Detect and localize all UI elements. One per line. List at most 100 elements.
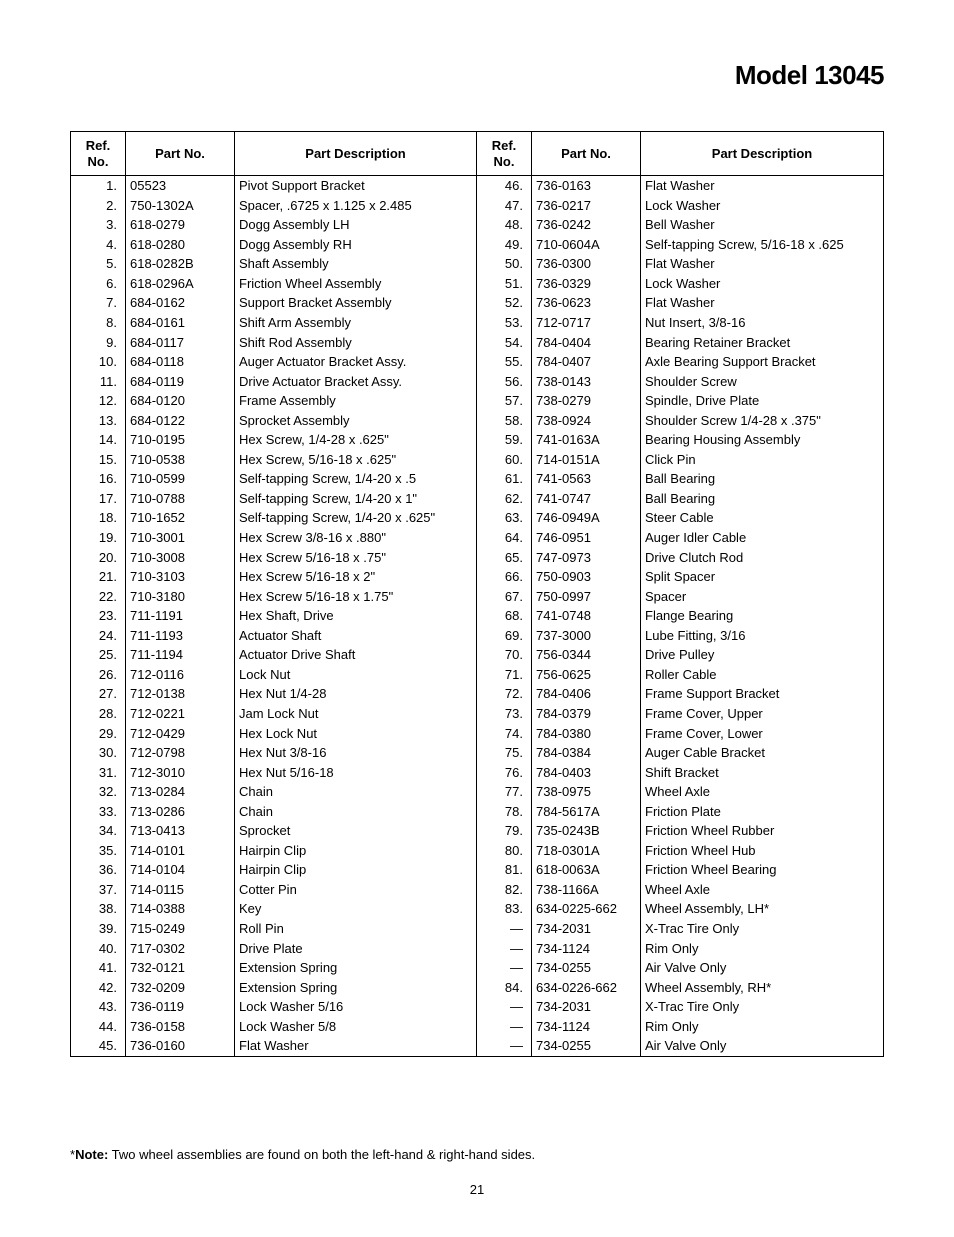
footnote: *Note: Two wheel assemblies are found on… [70, 1147, 884, 1162]
col-desc-header: Part Description [235, 132, 477, 176]
cell-ref: 62. [477, 489, 532, 509]
cell-desc: Shift Bracket [641, 763, 884, 783]
cell-partno: 634-0225-662 [532, 899, 641, 919]
table-row: 46.736-0163Flat Washer [477, 176, 883, 196]
cell-desc: Support Bracket Assembly [235, 293, 477, 313]
cell-partno: 732-0209 [126, 978, 235, 998]
cell-desc: Jam Lock Nut [235, 704, 477, 724]
table-row: 30.712-0798Hex Nut 3/8-16 [71, 743, 477, 763]
cell-partno: 750-1302A [126, 196, 235, 216]
cell-partno: 718-0301A [532, 841, 641, 861]
table-row: 56.738-0143Shoulder Screw [477, 372, 883, 392]
cell-desc: Lock Nut [235, 665, 477, 685]
table-row: 2.750-1302ASpacer, .6725 x 1.125 x 2.485 [71, 196, 477, 216]
cell-partno: 750-0903 [532, 567, 641, 587]
cell-ref: 13. [71, 411, 126, 431]
table-row: 82.738-1166AWheel Axle [477, 880, 883, 900]
cell-desc: Self-tapping Screw, 1/4-20 x .5 [235, 469, 477, 489]
parts-tables: Ref.No. Part No. Part Description 1.0552… [70, 131, 884, 1057]
cell-ref: 20. [71, 548, 126, 568]
table-row: 43.736-0119Lock Washer 5/16 [71, 997, 477, 1017]
parts-table-right: Ref.No. Part No. Part Description 46.736… [477, 132, 883, 1056]
cell-partno: 746-0949A [532, 508, 641, 528]
col-ref-header: Ref.No. [477, 132, 532, 176]
cell-desc: Flat Washer [641, 254, 884, 274]
cell-ref: 46. [477, 176, 532, 196]
cell-desc: Wheel Axle [641, 782, 884, 802]
table-row: 26.712-0116Lock Nut [71, 665, 477, 685]
cell-partno: 738-0924 [532, 411, 641, 431]
table-row: 14.710-0195Hex Screw, 1/4-28 x .625" [71, 430, 477, 450]
cell-ref: 51. [477, 274, 532, 294]
table-row: 6.618-0296AFriction Wheel Assembly [71, 274, 477, 294]
cell-ref: 29. [71, 724, 126, 744]
table-row: 29.712-0429Hex Lock Nut [71, 724, 477, 744]
table-row: 38.714-0388Key [71, 899, 477, 919]
cell-desc: Frame Assembly [235, 391, 477, 411]
cell-ref: 34. [71, 821, 126, 841]
cell-ref: 52. [477, 293, 532, 313]
cell-ref: 78. [477, 802, 532, 822]
cell-partno: 710-0599 [126, 469, 235, 489]
cell-desc: Shift Arm Assembly [235, 313, 477, 333]
cell-desc: Bearing Retainer Bracket [641, 333, 884, 353]
table-row: —734-0255Air Valve Only [477, 1036, 883, 1056]
cell-ref: 6. [71, 274, 126, 294]
cell-ref: 33. [71, 802, 126, 822]
cell-ref: 21. [71, 567, 126, 587]
cell-partno: 712-3010 [126, 763, 235, 783]
table-row: 25.711-1194Actuator Drive Shaft [71, 645, 477, 665]
table-row: 9.684-0117Shift Rod Assembly [71, 333, 477, 353]
table-row: 45.736-0160Flat Washer [71, 1036, 477, 1056]
cell-ref: 16. [71, 469, 126, 489]
cell-partno: 736-0163 [532, 176, 641, 196]
table-row: 40.717-0302Drive Plate [71, 939, 477, 959]
cell-partno: 734-1124 [532, 1017, 641, 1037]
cell-ref: 18. [71, 508, 126, 528]
cell-partno: 784-0384 [532, 743, 641, 763]
table-row: 83.634-0225-662Wheel Assembly, LH* [477, 899, 883, 919]
cell-partno: 618-0280 [126, 235, 235, 255]
cell-desc: Spindle, Drive Plate [641, 391, 884, 411]
cell-ref: 35. [71, 841, 126, 861]
table-row: 64.746-0951Auger Idler Cable [477, 528, 883, 548]
cell-desc: X-Trac Tire Only [641, 997, 884, 1017]
cell-ref: 39. [71, 919, 126, 939]
cell-desc: Click Pin [641, 450, 884, 470]
table-row: 32.713-0284Chain [71, 782, 477, 802]
cell-ref: 54. [477, 333, 532, 353]
cell-partno: 784-0406 [532, 684, 641, 704]
cell-partno: 737-3000 [532, 626, 641, 646]
cell-partno: 784-0380 [532, 724, 641, 744]
cell-partno: 736-0329 [532, 274, 641, 294]
table-row: 16.710-0599Self-tapping Screw, 1/4-20 x … [71, 469, 477, 489]
cell-partno: 712-0798 [126, 743, 235, 763]
cell-ref: 73. [477, 704, 532, 724]
cell-ref: 84. [477, 978, 532, 998]
cell-ref: 17. [71, 489, 126, 509]
cell-partno: 714-0115 [126, 880, 235, 900]
cell-partno: 736-0242 [532, 215, 641, 235]
table-row: 77.738-0975Wheel Axle [477, 782, 883, 802]
cell-desc: Lock Washer [641, 274, 884, 294]
cell-partno: 618-0279 [126, 215, 235, 235]
cell-ref: 63. [477, 508, 532, 528]
cell-ref: 9. [71, 333, 126, 353]
cell-desc: Friction Wheel Assembly [235, 274, 477, 294]
cell-desc: Bearing Housing Assembly [641, 430, 884, 450]
cell-partno: 710-1652 [126, 508, 235, 528]
cell-partno: 735-0243B [532, 821, 641, 841]
table-row: 74.784-0380Frame Cover, Lower [477, 724, 883, 744]
table-row: 79.735-0243BFriction Wheel Rubber [477, 821, 883, 841]
cell-partno: 732-0121 [126, 958, 235, 978]
cell-partno: 711-1193 [126, 626, 235, 646]
cell-desc: Drive Pulley [641, 645, 884, 665]
cell-desc: Ball Bearing [641, 489, 884, 509]
table-row: 55.784-0407Axle Bearing Support Bracket [477, 352, 883, 372]
cell-partno: 618-0296A [126, 274, 235, 294]
table-row: 84.634-0226-662Wheel Assembly, RH* [477, 978, 883, 998]
table-row: 60.714-0151AClick Pin [477, 450, 883, 470]
table-row: 5.618-0282BShaft Assembly [71, 254, 477, 274]
table-row: 63.746-0949ASteer Cable [477, 508, 883, 528]
cell-partno: 712-0138 [126, 684, 235, 704]
